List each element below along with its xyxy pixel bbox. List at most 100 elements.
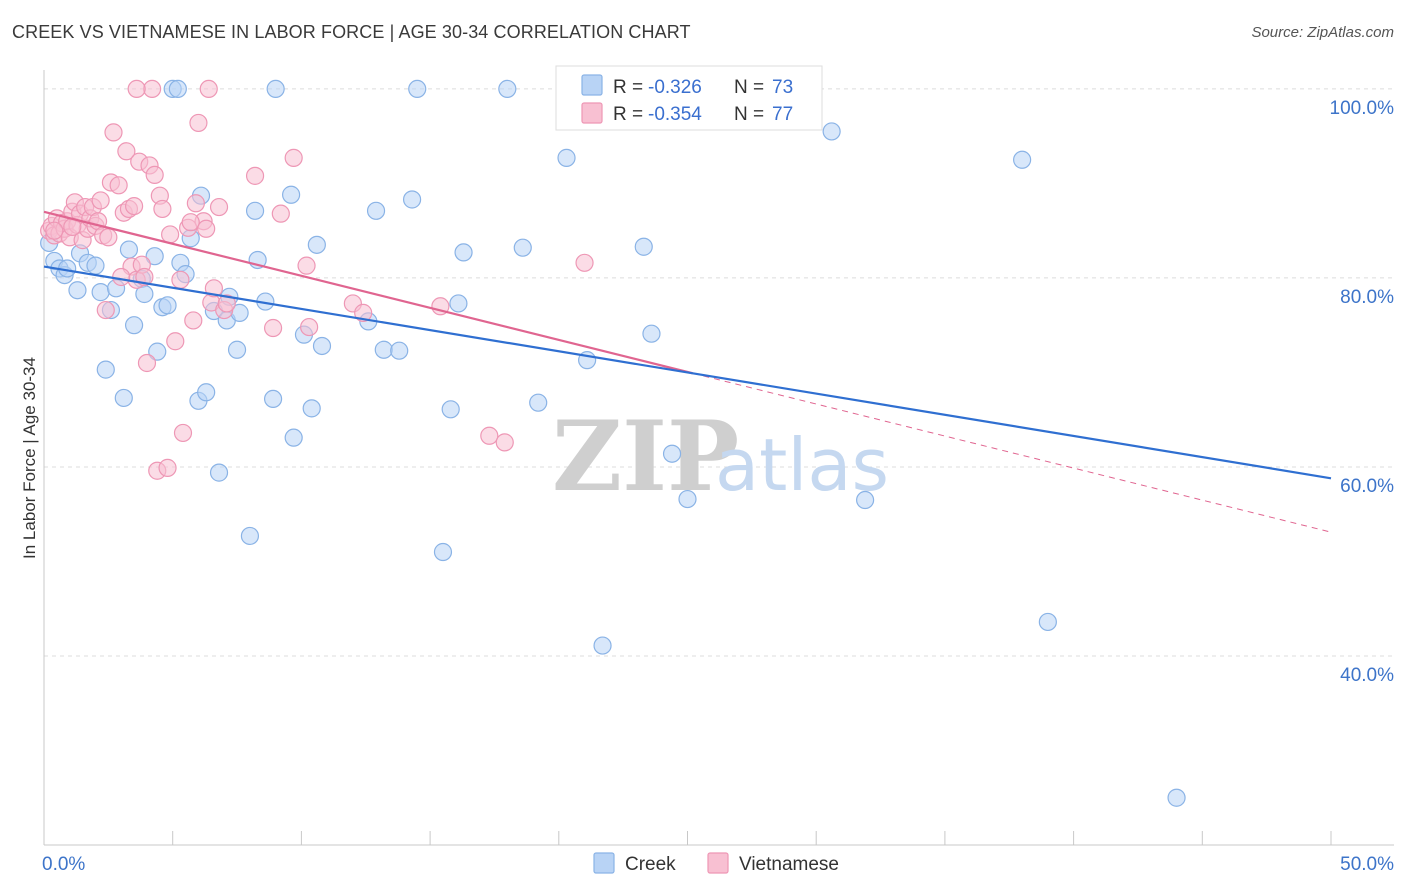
creek-point-43: [284, 428, 303, 447]
vietnamese-point-60: [245, 166, 265, 185]
creek-point-49: [366, 201, 386, 220]
bottom-legend-vietnamese-swatch: [707, 852, 729, 874]
creek-point-29: [197, 383, 216, 402]
vietnamese-point-56: [143, 79, 162, 99]
series-legend: Creek Vietnamese: [593, 852, 839, 875]
legend-creek-n-value: 73: [772, 77, 793, 98]
creek-point-37: [245, 201, 265, 220]
vietnamese-point-22: [96, 300, 115, 320]
legend-creek-swatch: [581, 74, 603, 96]
creek-point-72: [1167, 788, 1186, 807]
creek-point-19: [148, 342, 167, 361]
creek-point-58: [498, 79, 517, 99]
vietnamese-point-57: [199, 79, 218, 99]
creek-point-18: [145, 247, 164, 266]
creek-point-14: [119, 240, 139, 259]
creek-point-45: [302, 399, 321, 418]
creek-point-46: [307, 235, 326, 254]
creek-trend-line: [43, 265, 1332, 480]
creek-point-65: [642, 324, 661, 343]
bottom-legend-creek-swatch: [593, 852, 615, 874]
vietnamese-point-70: [575, 253, 594, 272]
vietnamese-point-68: [480, 426, 499, 445]
legend-creek-r-label: R =: [613, 77, 643, 98]
y-tick-label-60: 60.0%: [1340, 476, 1394, 497]
legend-creek-n-label: N =: [734, 77, 764, 98]
creek-point-21: [158, 296, 177, 315]
vietnamese-point-45: [173, 423, 193, 443]
creek-point-54: [433, 542, 453, 562]
vietnamese-point-34: [135, 267, 154, 287]
vietnamese-point-62: [271, 204, 290, 223]
creek-point-8: [86, 256, 105, 275]
source-label: Source: ZipAtlas.com: [1251, 24, 1394, 41]
bottom-legend-creek-label: Creek: [625, 854, 676, 875]
vietnamese-point-53: [204, 279, 223, 298]
vietnamese-point-49: [189, 113, 208, 133]
trend-lines: [43, 210, 1332, 533]
creek-point-5: [68, 281, 87, 300]
creek-point-63: [593, 636, 612, 655]
legend-viet-n-value: 77: [772, 104, 793, 125]
vietnamese-point-59: [217, 294, 236, 313]
vietnamese-point-73: [99, 228, 118, 247]
vietnamese-point-35: [137, 353, 157, 373]
creek-point-34: [227, 340, 247, 359]
creek-point-40: [263, 389, 283, 409]
legend-viet-r-label: R =: [613, 104, 643, 125]
creek-point-31: [209, 463, 229, 482]
x-tick-label-min: 0.0%: [42, 854, 85, 875]
x-tick-label-max: 50.0%: [1340, 854, 1394, 875]
vietnamese-point-76: [112, 267, 131, 287]
creek-point-53: [408, 79, 427, 99]
vietnamese-point-71: [300, 317, 319, 337]
vietnamese-point-51: [197, 219, 216, 238]
vietnamese-point-48: [186, 194, 205, 213]
bottom-legend-vietnamese-label: Vietnamese: [739, 854, 839, 875]
creek-point-52: [402, 190, 422, 209]
watermark-zip: ZIP: [552, 400, 739, 513]
axes: [43, 70, 1394, 846]
creek-point-42: [282, 185, 301, 204]
vietnamese-point-20: [91, 191, 110, 210]
vietnamese-point-30: [124, 196, 144, 216]
creek-point-50: [374, 340, 393, 359]
vietnamese-point-24: [104, 123, 123, 142]
vietnamese-point-25: [109, 176, 128, 195]
creek-point-67: [678, 489, 697, 509]
creek-point-41: [266, 79, 285, 99]
vietnamese-point-54: [209, 197, 229, 217]
vietnamese-point-42: [161, 225, 180, 244]
y-tick-labels: 100.0% 80.0% 60.0% 40.0%: [1330, 98, 1395, 686]
legend-viet-r-value: -0.354: [648, 104, 702, 125]
stats-legend: R = -0.326 N = 73 R = -0.354 N = 77: [555, 65, 823, 131]
creek-point-51: [390, 341, 409, 360]
creek-point-68: [822, 122, 841, 141]
vietnamese-point-41: [158, 458, 177, 477]
vietnamese-point-66: [354, 303, 373, 322]
creek-point-36: [240, 526, 260, 546]
creek-point-10: [96, 360, 115, 379]
creek-point-55: [441, 400, 460, 419]
vietnamese-point-58: [127, 79, 146, 99]
vietnamese-point-37: [145, 165, 164, 185]
watermark: ZIP atlas: [552, 400, 889, 513]
creek-point-59: [513, 238, 532, 257]
creek-point-13: [114, 388, 133, 408]
vietnamese-point-40: [153, 199, 172, 219]
vietnamese-point-64: [297, 256, 316, 275]
creek-point-66: [662, 444, 682, 463]
vietnamese-points: [40, 79, 594, 480]
creek-point-64: [634, 237, 653, 256]
legend-vietnamese-swatch: [581, 102, 603, 124]
creek-point-71: [1038, 612, 1057, 632]
creek-point-47: [312, 336, 332, 356]
vietnamese-point-69: [495, 433, 514, 452]
creek-point-70: [1013, 150, 1032, 169]
creek-point-15: [124, 316, 144, 335]
y-tick-label-40: 40.0%: [1340, 665, 1394, 686]
creek-point-9: [91, 283, 110, 302]
creek-point-69: [856, 490, 875, 510]
vietnamese-point-72: [181, 213, 200, 232]
